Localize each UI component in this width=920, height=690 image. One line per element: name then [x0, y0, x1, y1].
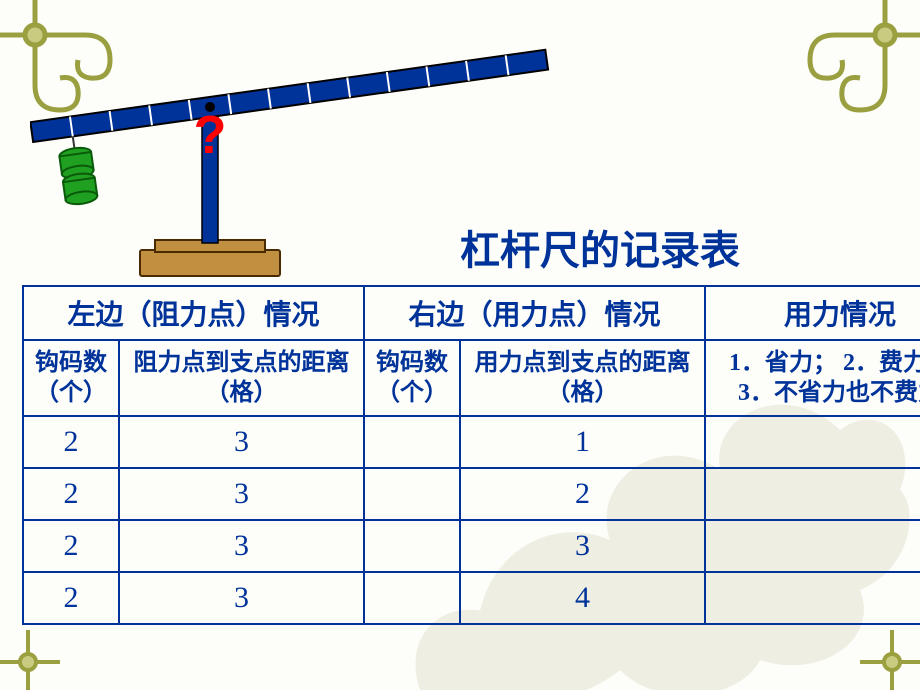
- table-row: 232: [23, 468, 920, 520]
- cell-lc: 2: [23, 416, 119, 468]
- hdr-right: 右边（用力点）情况: [364, 286, 705, 340]
- cell-f: [705, 572, 920, 624]
- cell-ld: 3: [119, 520, 364, 572]
- record-table: 左边（阻力点）情况 右边（用力点）情况 用力情况 钩码数（个） 阻力点到支点的距…: [22, 285, 920, 625]
- cell-ld: 3: [119, 572, 364, 624]
- cell-rc: [364, 416, 460, 468]
- cell-f: [705, 468, 920, 520]
- cell-rc: [364, 572, 460, 624]
- cell-ld: 3: [119, 468, 364, 520]
- cell-lc: 2: [23, 520, 119, 572]
- sub-left-count: 钩码数（个）: [23, 340, 119, 416]
- cell-ld: 3: [119, 416, 364, 468]
- sub-right-dist: 用力点到支点的距离（格）: [460, 340, 705, 416]
- cell-lc: 2: [23, 572, 119, 624]
- cell-rd: 1: [460, 416, 705, 468]
- record-table-wrap: 左边（阻力点）情况 右边（用力点）情况 用力情况 钩码数（个） 阻力点到支点的距…: [22, 285, 898, 625]
- sub-right-count: 钩码数（个）: [364, 340, 460, 416]
- corner-decor-tr: [800, 0, 920, 120]
- cell-rc: [364, 520, 460, 572]
- cell-f: [705, 520, 920, 572]
- title-text: 杠杆尺的记录表: [460, 229, 740, 273]
- hdr-left: 左边（阻力点）情况: [23, 286, 364, 340]
- cell-rc: [364, 468, 460, 520]
- cell-rd: 2: [460, 468, 705, 520]
- cell-rd: 4: [460, 572, 705, 624]
- table-row: 23 4: [23, 572, 920, 624]
- cell-lc: 2: [23, 468, 119, 520]
- svg-text:?: ?: [194, 105, 227, 165]
- cell-rd: 3: [460, 520, 705, 572]
- page-title: 杠杆尺的记录表: [350, 218, 850, 276]
- table-row: 233: [23, 520, 920, 572]
- sub-left-dist: 阻力点到支点的距离（格）: [119, 340, 364, 416]
- hdr-force: 用力情况: [705, 286, 920, 340]
- cell-f: [705, 416, 920, 468]
- table-row: 23 1: [23, 416, 920, 468]
- sub-force-note: 1．省力； 2．费力；3．不省力也不费力: [705, 340, 920, 416]
